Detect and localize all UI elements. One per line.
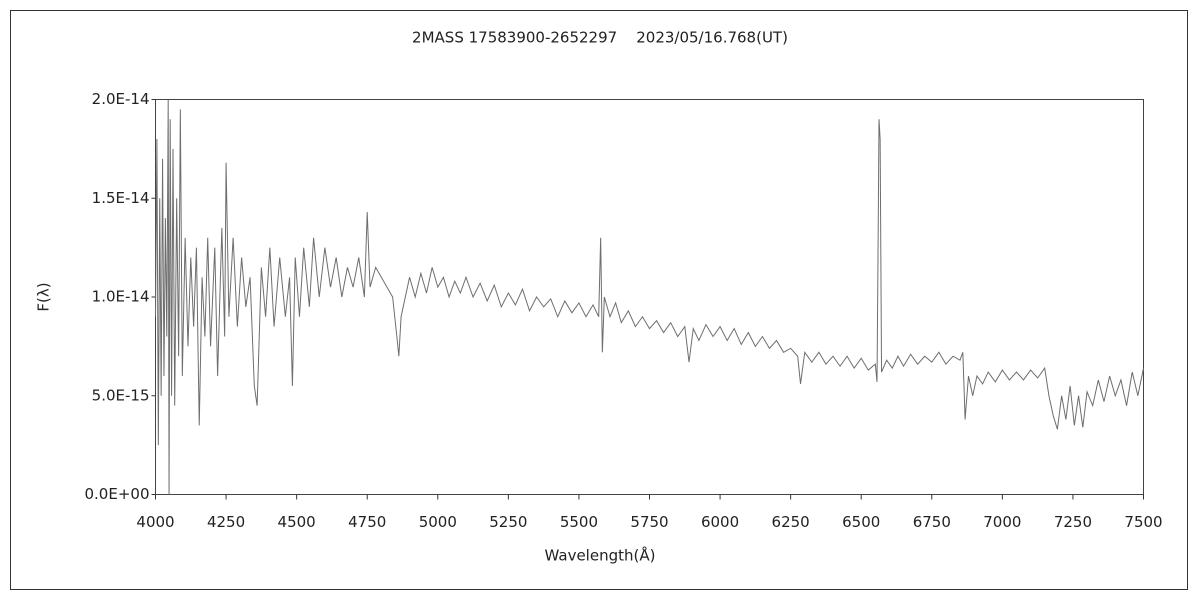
x-tick-label: 6250 [772, 513, 810, 531]
x-tick-label: 4500 [278, 513, 316, 531]
x-tick-label: 7000 [983, 513, 1021, 531]
x-tick-label: 7250 [1054, 513, 1092, 531]
spectrum-line [155, 99, 1144, 495]
y-axis-label: F(λ) [35, 282, 53, 311]
x-tick-label: 5500 [560, 513, 598, 531]
x-tick-label: 4000 [136, 513, 174, 531]
x-tick-label: 5750 [630, 513, 668, 531]
y-tick-label: 1.0E-14 [92, 288, 150, 306]
x-tick-label: 4250 [207, 513, 245, 531]
x-tick-label: 6000 [701, 513, 739, 531]
x-axis-label: Wavelength(Å) [545, 546, 656, 565]
chart-title: 2MASS 17583900-2652297 2023/05/16.768(UT… [412, 29, 788, 47]
x-tick-label: 5000 [419, 513, 457, 531]
x-tick-label: 5250 [489, 513, 527, 531]
x-tick-label: 6750 [913, 513, 951, 531]
x-tick-label: 4750 [348, 513, 386, 531]
y-tick-label: 5.0E-15 [92, 386, 150, 404]
y-tick-label: 0.0E+00 [85, 485, 150, 503]
x-tick-label: 7500 [1124, 513, 1162, 531]
x-tick-label: 6500 [842, 513, 880, 531]
y-tick-label: 2.0E-14 [92, 90, 150, 108]
y-tick-label: 1.5E-14 [92, 189, 150, 207]
